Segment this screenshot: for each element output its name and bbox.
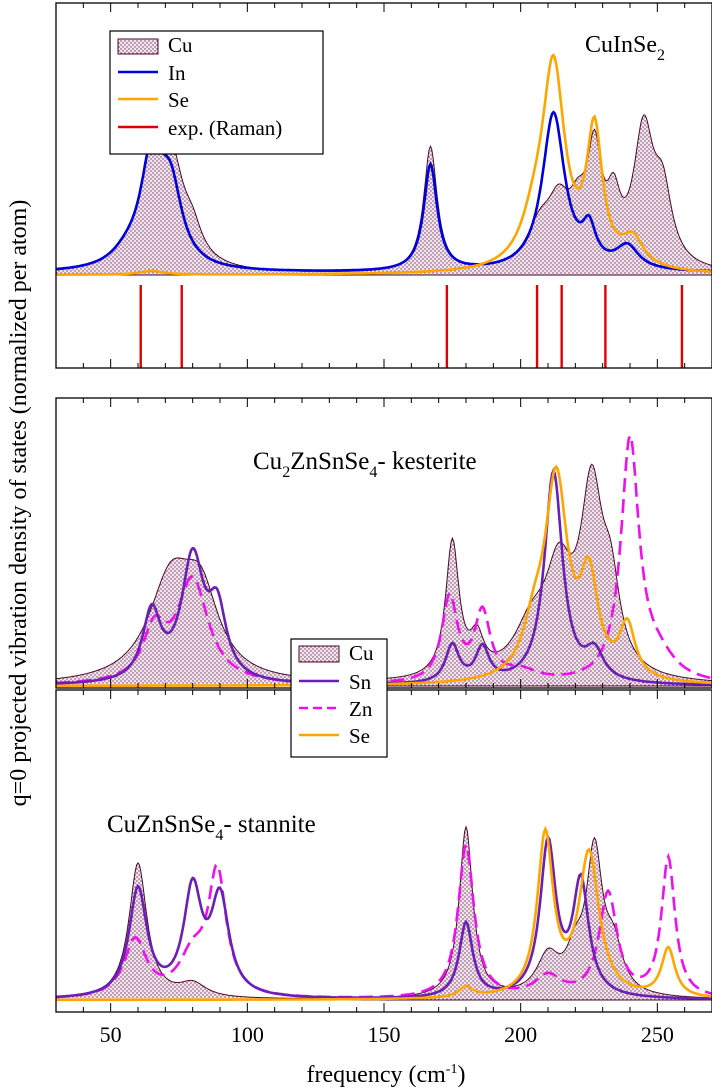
- svg-text:exp. (Raman): exp. (Raman): [168, 116, 282, 140]
- legend-cuinse2: Cu In Se exp. (Raman): [110, 31, 323, 154]
- panel-title-stannite: CuZnSnSe4- stannite: [107, 811, 316, 844]
- svg-text:Cu: Cu: [349, 641, 374, 665]
- svg-text:Se: Se: [168, 88, 189, 112]
- x-tick-label: 100: [231, 1022, 264, 1047]
- legend-kesterite-stannite: Cu Sn Zn Se: [291, 639, 387, 757]
- panel-title-cuinse2: CuInSe2: [585, 32, 665, 64]
- svg-text:Zn: Zn: [349, 697, 373, 721]
- x-axis-label: frequency (cm-1): [307, 1062, 466, 1088]
- svg-text:Se: Se: [349, 724, 370, 748]
- x-tick-label: 50: [100, 1022, 122, 1047]
- svg-text:Sn: Sn: [349, 670, 372, 694]
- x-tick-label: 200: [504, 1022, 537, 1047]
- x-tick-label: 250: [641, 1022, 674, 1047]
- svg-text:In: In: [168, 61, 186, 85]
- svg-text:Cu: Cu: [168, 33, 193, 57]
- y-axis-label: q=0 projected vibration density of state…: [6, 200, 32, 807]
- panel-title-kesterite: Cu2ZnSnSe4- kesterite: [253, 448, 477, 481]
- x-tick-label: 150: [368, 1022, 401, 1047]
